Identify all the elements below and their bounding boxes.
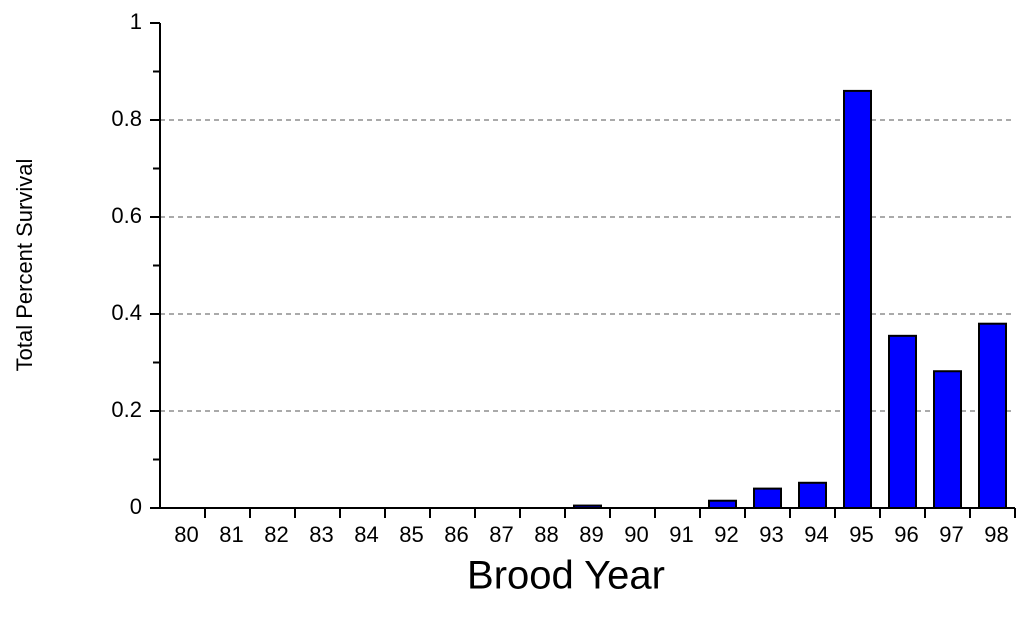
- x-tick-label: 85: [399, 522, 423, 547]
- x-tick-label: 81: [219, 522, 243, 547]
- bar: [933, 370, 962, 510]
- bar: [753, 487, 782, 510]
- bar: [888, 334, 917, 510]
- bar: [798, 481, 827, 509]
- bar: [978, 322, 1007, 510]
- x-tick-label: 82: [264, 522, 288, 547]
- y-tick-label: 0.8: [111, 106, 142, 131]
- y-tick-label: 0: [130, 494, 142, 519]
- x-tick-label: 83: [309, 522, 333, 547]
- x-tick-label: 91: [669, 522, 693, 547]
- y-axis-label: Total Percent Survival: [12, 159, 37, 372]
- x-tick-label: 89: [579, 522, 603, 547]
- x-tick-label: 94: [804, 522, 828, 547]
- x-tick-label: 86: [444, 522, 468, 547]
- x-tick-label: 88: [534, 522, 558, 547]
- x-tick-label: 80: [174, 522, 198, 547]
- x-tick-label: 95: [849, 522, 873, 547]
- x-tick-label: 97: [939, 522, 963, 547]
- x-tick-label: 98: [984, 522, 1008, 547]
- y-tick-label: 0.4: [111, 300, 142, 325]
- x-tick-label: 92: [714, 522, 738, 547]
- y-tick-label: 0.6: [111, 203, 142, 228]
- x-tick-label: 96: [894, 522, 918, 547]
- bar: [573, 504, 602, 510]
- x-tick-label: 87: [489, 522, 513, 547]
- bar: [708, 499, 737, 510]
- x-axis-label: Brood Year: [467, 554, 665, 598]
- x-tick-label: 93: [759, 522, 783, 547]
- x-tick-label: 90: [624, 522, 648, 547]
- x-tick-label: 84: [354, 522, 378, 547]
- y-tick-label: 1: [130, 9, 142, 34]
- y-tick-label: 0.2: [111, 397, 142, 422]
- bar: [843, 89, 872, 510]
